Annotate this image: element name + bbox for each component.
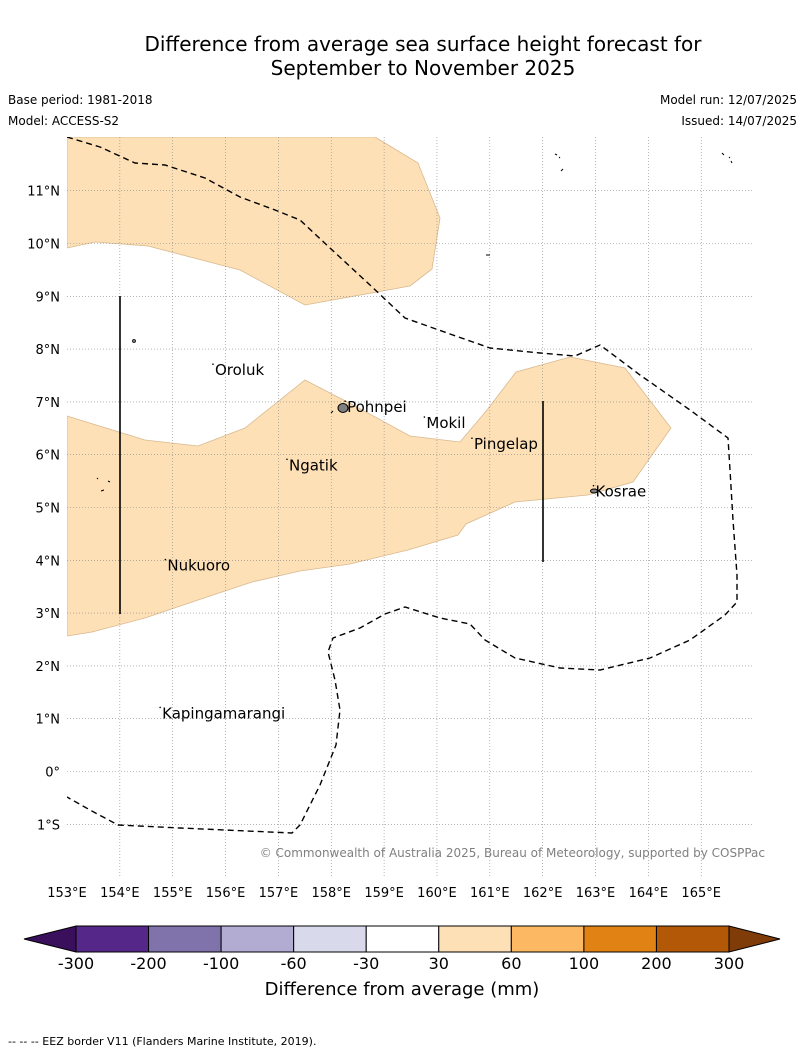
colorbar-segment (220, 925, 295, 953)
colorbar-tick-label: 30 (429, 954, 449, 973)
colorbar-tick-label: -100 (203, 954, 239, 973)
colorbar-segment (438, 925, 512, 953)
colorbar-tick-label: -200 (130, 954, 166, 973)
place-marker (592, 484, 595, 487)
colorbar-segment (510, 925, 585, 953)
title-line-2: September to November 2025 (270, 56, 576, 80)
longitude-tick-label: 163°E (576, 886, 616, 901)
latitude-tick-label: 1°N (36, 713, 61, 728)
title-line-1: Difference from average sea surface heig… (144, 32, 702, 56)
place-label-nukuoro: Nukuoro (167, 557, 230, 575)
latitude-tick-label: 6°N (36, 449, 61, 464)
map-title: Difference from average sea surface heig… (0, 32, 804, 80)
copyright-text: © Commonwealth of Australia 2025, Bureau… (260, 846, 765, 860)
longitude-tick-label: 159°E (364, 886, 404, 901)
colorbar-title: Difference from average (mm) (265, 979, 540, 1000)
place-labels: Oroluk Pohnpei Mokil Pingelap Ngatik Kosrae Nu… (159, 361, 646, 722)
latitude-tick-label: 8°N (36, 343, 61, 358)
latitude-tick-label: 1°S (37, 818, 60, 833)
islet-4 (721, 152, 733, 164)
colorbar-segment (583, 925, 657, 953)
latitude-tick-label: 3°N (36, 607, 61, 622)
colorbar-tick-label: 60 (501, 954, 521, 973)
map-area: Oroluk Pohnpei Mokil Pingelap Ngatik Kosrae Nu… (67, 137, 754, 878)
longitude-tick-label: 156°E (206, 886, 246, 901)
place-label-pohnpei: Pohnpei (347, 398, 407, 416)
latitude-tick-label: 0° (45, 766, 60, 781)
latitude-tick-label: 11°N (27, 185, 60, 200)
islet-1 (132, 339, 136, 343)
colorbar-segment (75, 925, 150, 953)
place-marker (423, 416, 426, 418)
place-label-ngatik: Ngatik (289, 456, 338, 474)
colorbar-max-arrow (728, 925, 781, 953)
graticule (67, 137, 754, 878)
place-label-pingelap: Pingelap (474, 435, 538, 453)
colorbar-tick-label: 300 (714, 954, 745, 973)
model-text: Model: ACCESS-S2 (8, 114, 120, 128)
colorbar-segment (293, 925, 367, 953)
colorbar-segment (365, 925, 440, 953)
longitude-tick-label: 162°E (523, 886, 563, 901)
longitude-tick-label: 165°E (681, 886, 721, 901)
place-marker (159, 706, 161, 709)
place-label-oroluk: Oroluk (215, 361, 264, 379)
place-marker (286, 458, 288, 461)
eez-footnote: -- -- -- EEZ border V11 (Flanders Marine… (8, 1035, 317, 1048)
longitude-tick-label: 161°E (470, 886, 510, 901)
latitude-tick-label: 9°N (36, 290, 61, 305)
latitude-tick-label: 5°N (36, 502, 61, 517)
latitude-tick-label: 2°N (36, 660, 61, 675)
islet-2 (96, 477, 111, 492)
anomaly-region-south (67, 356, 672, 637)
longitude-tick-label: 164°E (629, 886, 669, 901)
place-label-kosrae: Kosrae (596, 483, 647, 501)
longitude-tick-label: 160°E (417, 886, 457, 901)
longitude-tick-label: 157°E (259, 886, 299, 901)
colorbar-tick-label: -30 (353, 954, 379, 973)
latitude-tick-label: 10°N (27, 238, 60, 253)
longitude-tick-label: 153°E (47, 886, 87, 901)
colorbar-tick-label: -300 (58, 954, 94, 973)
eez-border-north (67, 137, 738, 834)
map-axes: 153°E 154°E 155°E 156°E 157°E 158°E 159°E 160°E… (27, 185, 721, 901)
colorbar-tick-label: 100 (569, 954, 600, 973)
place-label-mokil: Mokil (426, 414, 465, 432)
colorbar-segment (655, 925, 730, 953)
place-marker (471, 437, 473, 439)
base-period-text: Base period: 1981-2018 (8, 93, 153, 107)
place-marker (344, 400, 346, 402)
place-marker (212, 363, 214, 366)
colorbar-tick-label: 200 (641, 954, 672, 973)
place-marker (164, 558, 167, 561)
issued-text: Issued: 14/07/2025 (681, 114, 797, 128)
islet-3 (554, 153, 564, 172)
model-run-text: Model run: 12/07/2025 (659, 93, 797, 107)
pohnpei-island (337, 403, 349, 413)
latitude-tick-label: 4°N (36, 554, 61, 569)
colorbar: -300 -200 -100 -60 -30 30 60 100 200 300 (23, 925, 781, 973)
islet-6 (330, 410, 334, 414)
latitude-tick-label: 7°N (36, 396, 61, 411)
colorbar-min-arrow (23, 925, 77, 953)
colorbar-segment (148, 925, 222, 953)
longitude-tick-label: 155°E (153, 886, 193, 901)
place-label-kapingamarangi: Kapingamarangi (162, 704, 285, 722)
kosrae-island (590, 488, 598, 494)
longitude-tick-label: 154°E (100, 886, 140, 901)
longitude-tick-label: 158°E (311, 886, 351, 901)
colorbar-tick-label: -60 (281, 954, 307, 973)
